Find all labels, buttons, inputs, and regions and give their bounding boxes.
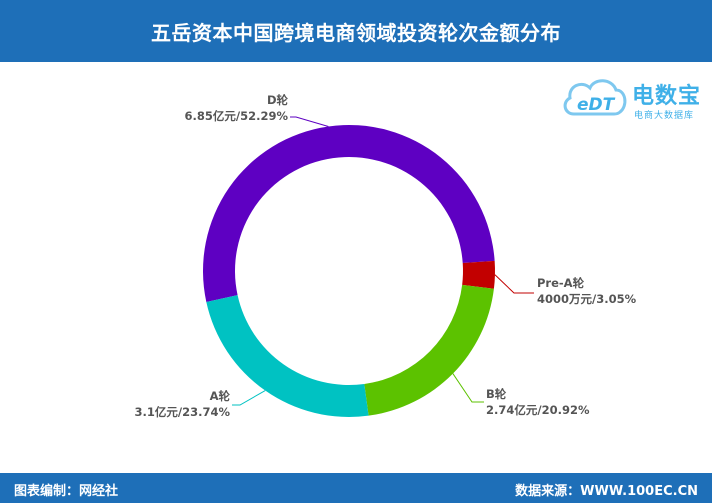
slice-label-name: Pre-A轮 [537, 276, 585, 290]
logo-mark: eDT [577, 95, 616, 115]
chart-title: 五岳资本中国跨境电商领域投资轮次金额分布 [151, 20, 561, 45]
slice-label-name: D轮 [267, 93, 289, 107]
slice-label-value: 4000万元/3.05% [537, 292, 637, 306]
slice-A轮 [206, 295, 369, 417]
donut-chart-svg: D轮 6.85亿元/52.29% Pre-A轮 4000万元/3.05% B轮 2.74亿… [135, 93, 637, 419]
slice-label-value: 2.74亿元/20.92% [486, 403, 590, 417]
leader-line-B轮 [452, 373, 484, 403]
footer-credit: 图表编制：网经社 [14, 484, 119, 499]
slice-label-value: 3.1亿元/23.74% [135, 405, 231, 419]
slice-label-name: B轮 [486, 387, 507, 401]
chart-header: 五岳资本中国跨境电商领域投资轮次金额分布 [0, 0, 712, 62]
slice-label-value: 6.85亿元/52.29% [185, 109, 289, 123]
slice-B轮 [364, 284, 494, 416]
logo-subtitle: 电商大数据库 [634, 111, 695, 121]
slice-D轮 [203, 125, 495, 302]
leader-line-A轮 [232, 390, 266, 406]
edt-logo: eDT 电数宝 电商大数据库 [560, 70, 710, 128]
donut-chart: D轮 6.85亿元/52.29% Pre-A轮 4000万元/3.05% B轮 2.74亿… [0, 62, 712, 473]
footer-source: 数据来源：WWW.100EC.CN [515, 484, 698, 499]
slice-Pre-A轮 [462, 260, 495, 289]
leader-line-D轮 [290, 116, 329, 127]
slice-label-name: A轮 [210, 389, 231, 403]
chart-footer: 图表编制：网经社 数据来源：WWW.100EC.CN [0, 473, 712, 503]
cloud-icon: eDT [563, 79, 627, 116]
leader-line-Pre-A轮 [494, 274, 534, 294]
logo-name: 电数宝 [632, 84, 702, 109]
